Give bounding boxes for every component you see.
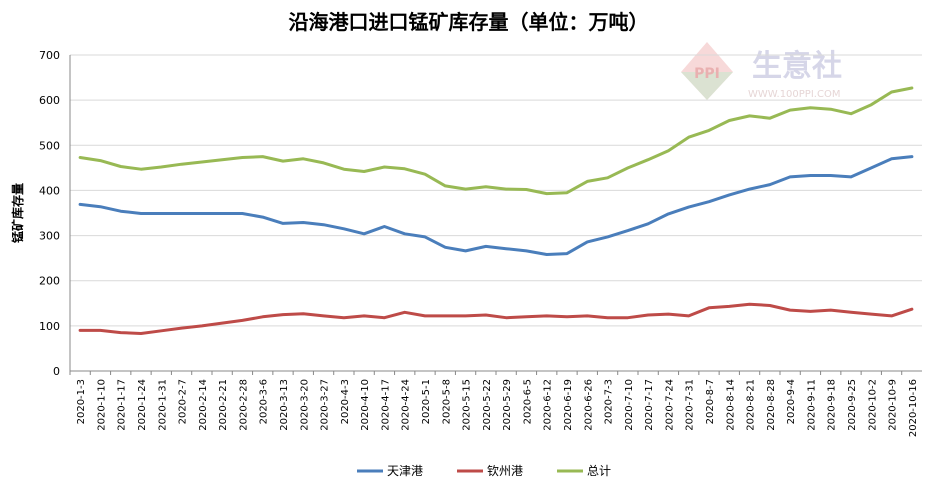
x-tick-label: 2020-6-5: [522, 379, 533, 424]
x-tick-label: 2020-9-11: [806, 379, 817, 431]
x-tick-label: 2020-9-4: [786, 379, 797, 424]
x-tick-label: 2020-8-21: [746, 379, 757, 431]
x-tick-label: 2020-2-21: [218, 379, 229, 431]
legend-label: 天津港: [387, 464, 423, 478]
x-tick-label: 2020-5-8: [441, 379, 452, 424]
x-tick-label: 2020-5-1: [421, 379, 432, 424]
x-tick-label: 2020-3-27: [320, 379, 331, 431]
x-tick-label: 2020-1-31: [157, 379, 168, 431]
watermark-logo: PPI 生意社 WWW.100PPI.COM: [681, 42, 842, 100]
series-line-2: [78, 86, 914, 196]
x-tick-label: 2020-2-7: [178, 379, 189, 424]
x-tick-label: 2020-1-17: [117, 379, 128, 431]
x-tick-label: 2020-7-17: [644, 379, 655, 431]
y-axis-label: 锰矿库存量: [10, 183, 25, 243]
x-tick-label: 2020-8-7: [705, 379, 716, 424]
x-tick-label: 2020-1-10: [96, 379, 107, 431]
x-tick-label: 2020-7-3: [604, 379, 615, 424]
x-tick-label: 2020-6-12: [543, 379, 554, 431]
x-tick-label: 2020-4-17: [380, 379, 391, 431]
y-tick-label: 0: [53, 365, 60, 378]
x-tick-label: 2020-8-28: [766, 379, 777, 431]
x-tick-label: 2020-6-19: [563, 379, 574, 431]
y-tick-label: 200: [39, 275, 60, 288]
x-tick-label: 2020-2-14: [198, 379, 209, 431]
watermark-logo-text: PPI: [694, 66, 720, 82]
x-tick-label: 2020-8-14: [725, 379, 736, 431]
y-tick-label: 300: [39, 230, 60, 243]
x-tick-label: 2020-6-26: [583, 379, 594, 431]
watermark-brand-text: 生意社: [752, 49, 842, 84]
x-tick-label: 2020-5-22: [482, 379, 493, 431]
x-tick-label: 2020-9-25: [847, 379, 858, 431]
legend: 天津港 钦州港 总计: [357, 464, 611, 478]
watermark-url-text: WWW.100PPI.COM: [748, 89, 840, 100]
x-tick-label: 2020-7-24: [664, 379, 675, 431]
x-tick-label: 2020-1-24: [137, 379, 148, 431]
x-tick-label: 2020-4-3: [340, 379, 351, 424]
y-tick-label: 100: [39, 320, 60, 333]
y-tick-label: 600: [39, 94, 60, 107]
x-tick-labels: 2020-1-3 2020-1-10 2020-1-17 2020-1-24 2020-…: [76, 379, 919, 437]
series-lines: [78, 86, 914, 335]
x-tick-label: 2020-3-20: [299, 379, 310, 431]
axes: [69, 55, 922, 375]
x-tick-label: 2020-7-10: [624, 379, 635, 431]
x-tick-label: 2020-4-10: [360, 379, 371, 431]
legend-label: 钦州港: [487, 464, 523, 478]
y-tick-label: 500: [39, 139, 60, 152]
y-tick-labels: 0 100 200 300 400 500 600 700: [39, 49, 60, 378]
x-tick-label: 2020-10-2: [867, 379, 878, 431]
series-line-1: [78, 302, 914, 335]
x-tick-label: 2020-5-29: [502, 379, 513, 431]
x-tick-label: 2020-10-16: [908, 379, 919, 437]
x-tick-label: 2020-2-28: [238, 379, 249, 431]
legend-label: 总计: [587, 464, 611, 478]
series-line-0: [78, 155, 914, 256]
x-tick-label: 2020-9-18: [827, 379, 838, 431]
y-tick-label: 700: [39, 49, 60, 62]
x-tick-label: 2020-5-15: [462, 379, 473, 431]
y-tick-label: 400: [39, 184, 60, 197]
x-tick-label: 2020-3-6: [259, 379, 270, 424]
x-tick-label: 2020-7-31: [685, 379, 696, 431]
x-tick-label: 2020-3-13: [279, 379, 290, 431]
x-tick-label: 2020-10-9: [888, 379, 899, 431]
watermark-diamond-lower: [681, 72, 733, 100]
x-tick-label: 2020-1-3: [76, 379, 87, 424]
chart-title: 沿海港口进口锰矿库存量（单位：万吨）: [288, 10, 649, 34]
x-tick-label: 2020-4-24: [401, 379, 412, 431]
